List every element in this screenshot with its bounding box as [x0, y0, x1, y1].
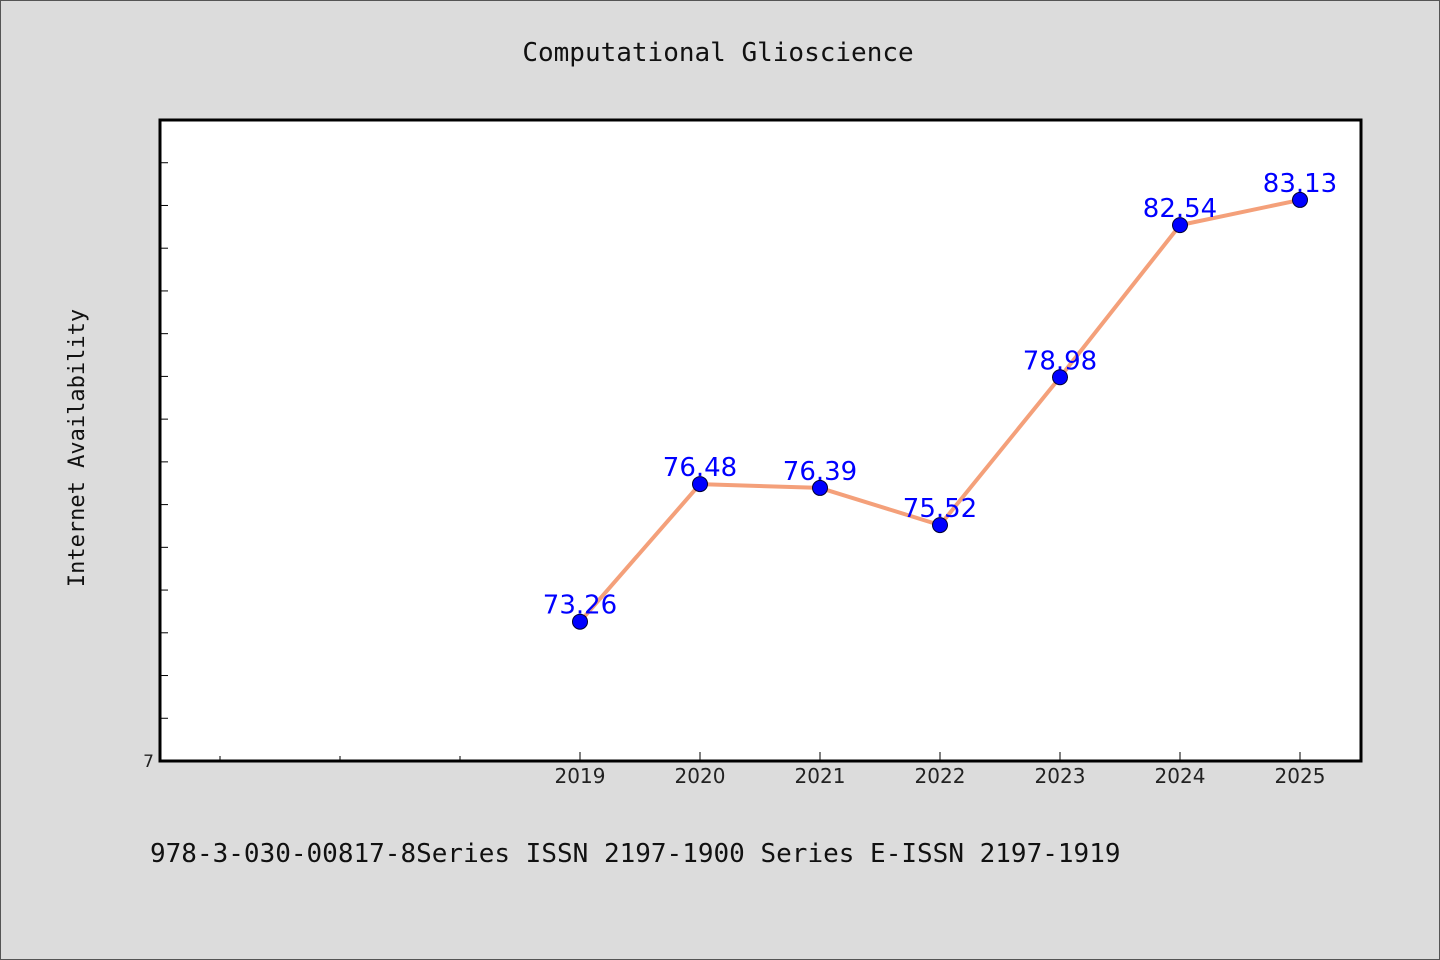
axis-ticks: 2019 2020 2021 2022 2023 2024 2025 7 — [143, 162, 1326, 788]
footer-isbn-text: 978-3-030-00817-8Series ISSN 2197-1900 S… — [150, 839, 1121, 869]
data-point — [932, 517, 948, 534]
data-label: 82.54 — [1143, 194, 1217, 224]
data-label: 73.26 — [543, 591, 617, 621]
y-axis-label: Internet Availability — [65, 309, 90, 587]
data-label: 78.98 — [1023, 346, 1097, 376]
x-tick-label: 2024 — [1155, 764, 1206, 788]
x-tick-label: 2021 — [795, 764, 846, 788]
data-point — [1292, 191, 1308, 208]
y-tick-label: 7 — [143, 752, 154, 772]
x-tick-label: 2019 — [555, 764, 606, 788]
plot-area — [158, 118, 1363, 763]
data-labels-layer: 73.26 76.48 76.39 75.52 78.98 82.54 83.13 — [543, 169, 1337, 621]
data-points-layer — [572, 191, 1308, 630]
data-point — [572, 613, 588, 630]
data-label: 76.48 — [663, 453, 737, 483]
chart-title: Computational Glioscience — [522, 38, 913, 68]
data-point — [812, 479, 828, 496]
data-label: 83.13 — [1263, 169, 1337, 199]
data-point — [1052, 369, 1068, 386]
x-tick-label: 2020 — [675, 764, 726, 788]
data-point — [1172, 217, 1188, 234]
x-tick-label: 2025 — [1275, 764, 1326, 788]
data-point — [692, 476, 708, 493]
x-tick-label: 2022 — [915, 764, 966, 788]
x-tick-label: 2023 — [1035, 764, 1086, 788]
data-label: 76.39 — [783, 457, 857, 487]
data-label: 75.52 — [903, 494, 977, 524]
